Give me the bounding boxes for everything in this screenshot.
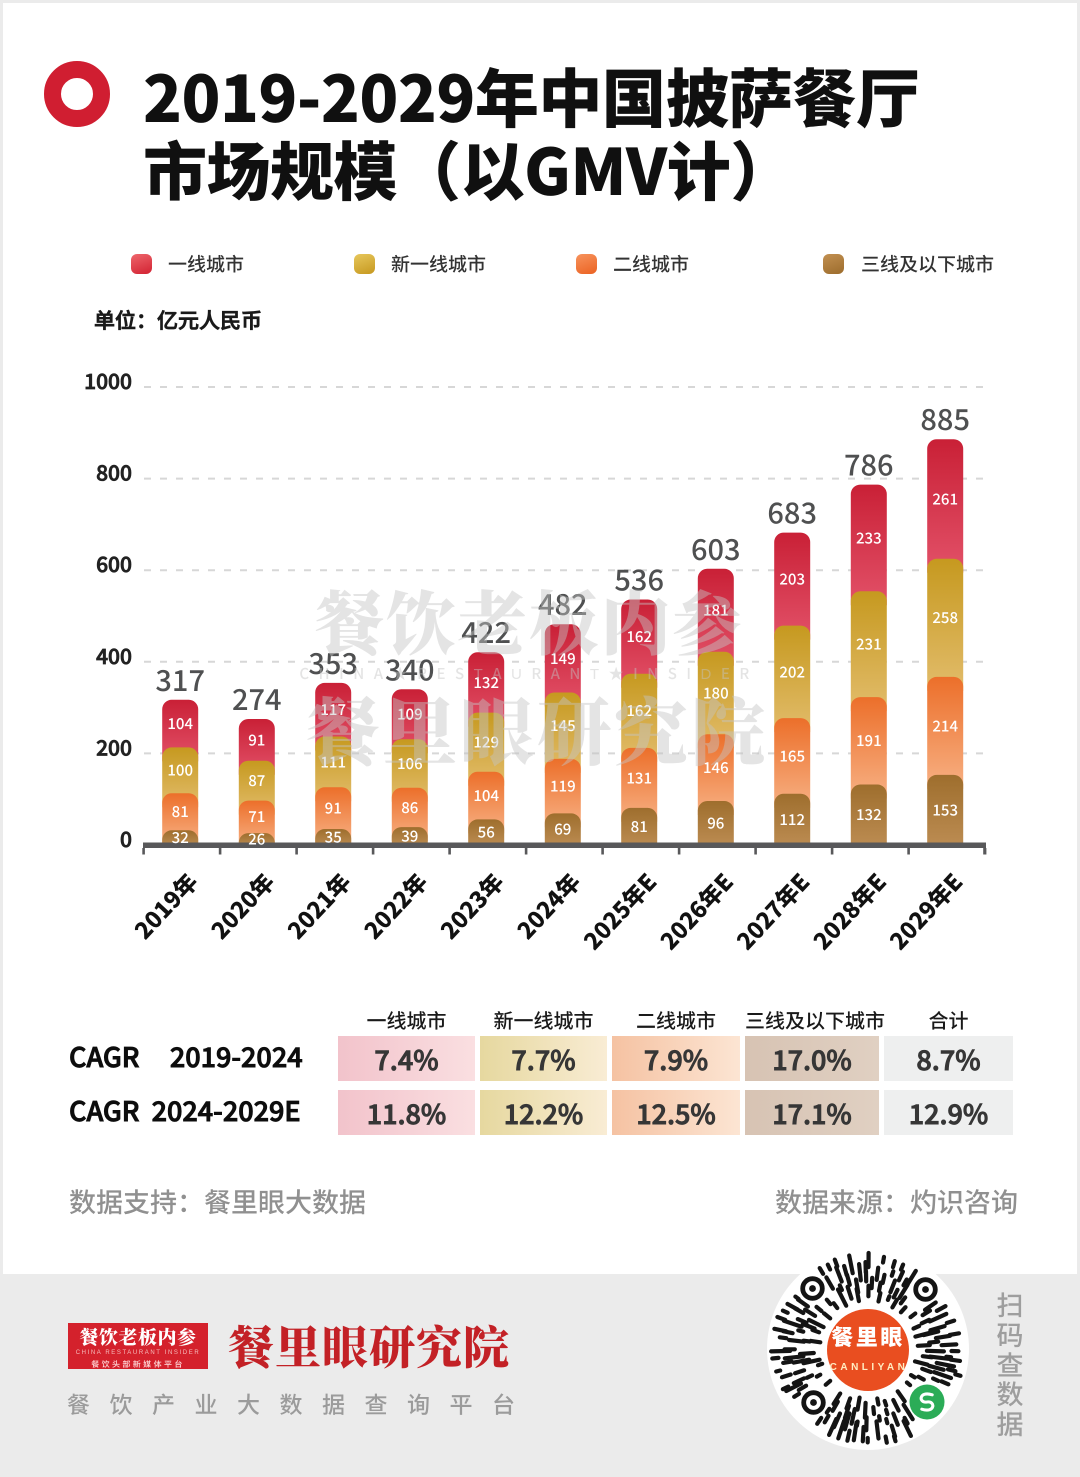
svg-text:56: 56 [478,822,495,843]
svg-text:600: 600 [96,549,132,579]
svg-text:111: 111 [320,751,346,772]
svg-text:800: 800 [96,458,132,488]
svg-text:165: 165 [779,745,805,766]
svg-text:119: 119 [550,776,576,797]
svg-text:106: 106 [397,753,423,774]
svg-text:149: 149 [550,648,576,669]
svg-text:91: 91 [248,729,265,750]
svg-text:603: 603 [691,527,741,569]
svg-text:162: 162 [626,626,652,647]
svg-text:885: 885 [920,397,970,439]
svg-text:261: 261 [932,488,958,509]
svg-text:274: 274 [232,677,282,719]
svg-text:35: 35 [325,826,342,847]
svg-text:200: 200 [96,732,132,762]
svg-text:340: 340 [385,647,435,689]
svg-text:129: 129 [473,732,499,753]
svg-text:1000: 1000 [84,366,132,396]
svg-text:32: 32 [172,827,189,848]
svg-text:39: 39 [401,826,418,847]
svg-text:231: 231 [856,634,882,655]
svg-text:117: 117 [320,699,346,720]
svg-text:132: 132 [473,672,499,693]
svg-text:96: 96 [707,812,724,833]
svg-text:100: 100 [167,760,193,781]
svg-text:104: 104 [167,713,193,734]
svg-text:86: 86 [401,797,418,818]
svg-text:CANLIYAN: CANLIYAN [830,1362,909,1373]
svg-text:109: 109 [397,704,423,725]
svg-text:202: 202 [779,661,805,682]
svg-text:145: 145 [550,715,576,736]
svg-text:482: 482 [538,582,588,624]
svg-text:69: 69 [554,819,571,840]
svg-text:191: 191 [856,730,882,751]
svg-text:536: 536 [614,558,664,600]
svg-text:162: 162 [626,700,652,721]
svg-text:0: 0 [120,824,132,854]
svg-text:71: 71 [248,806,265,827]
svg-text:153: 153 [932,799,958,820]
svg-text:104: 104 [473,785,499,806]
svg-text:786: 786 [844,443,894,485]
svg-text:26: 26 [248,828,265,849]
svg-text:683: 683 [767,491,817,533]
svg-text:87: 87 [248,770,265,791]
svg-text:81: 81 [172,801,189,822]
svg-text:400: 400 [96,641,132,671]
svg-text:214: 214 [932,715,958,736]
svg-text:203: 203 [779,569,805,590]
svg-text:112: 112 [779,809,805,830]
svg-text:180: 180 [703,682,729,703]
svg-text:146: 146 [703,757,729,778]
svg-text:353: 353 [308,641,358,683]
svg-text:131: 131 [626,767,652,788]
svg-text:91: 91 [325,798,342,819]
svg-text:422: 422 [461,610,511,652]
svg-text:233: 233 [856,527,882,548]
svg-text:258: 258 [932,607,958,628]
svg-text:餐里眼: 餐里眼 [831,1320,905,1352]
svg-text:132: 132 [856,804,882,825]
svg-text:81: 81 [631,816,648,837]
svg-text:181: 181 [703,600,729,621]
svg-text:317: 317 [155,658,205,700]
